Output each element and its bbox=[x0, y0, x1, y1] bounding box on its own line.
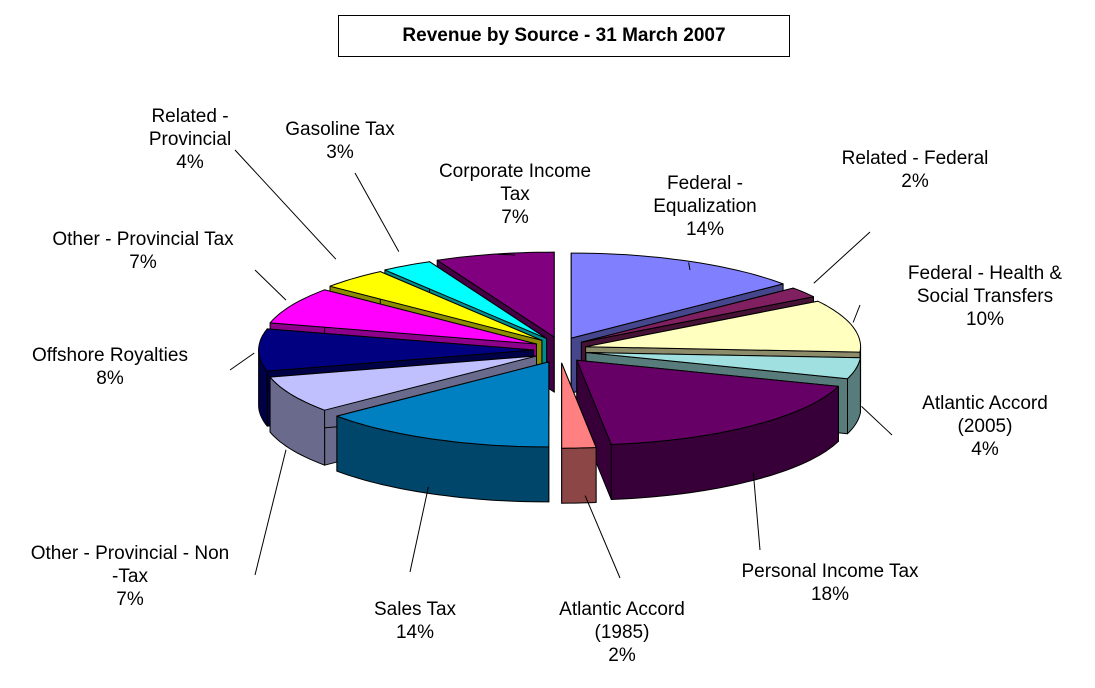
slice bbox=[576, 359, 839, 445]
slice-wall bbox=[561, 447, 597, 504]
slice-label: Atlantic Accord (1985) bbox=[559, 599, 685, 643]
value-label: 4% bbox=[176, 152, 204, 173]
slice bbox=[329, 271, 543, 341]
slice bbox=[269, 289, 537, 345]
chart-title: Revenue by Source - 31 March 2007 bbox=[338, 15, 790, 57]
slice-label: Offshore Royalties bbox=[32, 345, 188, 366]
slice-label: Federal - Equalization bbox=[653, 173, 757, 217]
slice-label: Federal - Health & Social Transfers bbox=[907, 263, 1063, 307]
slice bbox=[258, 328, 535, 372]
leader-line bbox=[584, 495, 621, 579]
value-label: 8% bbox=[96, 368, 124, 389]
slice bbox=[580, 287, 814, 343]
slice bbox=[436, 251, 555, 338]
value-label: 7% bbox=[116, 589, 144, 610]
value-label: 4% bbox=[971, 439, 999, 460]
leader-line bbox=[254, 449, 287, 576]
leader-line bbox=[688, 262, 691, 271]
slice bbox=[585, 352, 861, 380]
slice-label: Sales Tax bbox=[373, 599, 457, 620]
leader-line bbox=[409, 486, 429, 573]
leader-line bbox=[852, 304, 861, 323]
slice-label: Personal Income Tax bbox=[741, 561, 919, 582]
value-label: 18% bbox=[810, 584, 850, 605]
slice bbox=[561, 362, 597, 449]
value-label: 14% bbox=[395, 622, 435, 643]
leader-line bbox=[254, 269, 287, 301]
value-label: 10% bbox=[965, 309, 1005, 330]
leader-line bbox=[497, 253, 516, 256]
leader-line bbox=[752, 472, 761, 551]
value-label: 3% bbox=[326, 142, 354, 163]
slice-label: Other - Provincial Tax bbox=[52, 229, 234, 250]
slice-label: Corporate Income Tax bbox=[438, 161, 592, 205]
slice-label: Related - Federal bbox=[841, 148, 989, 169]
slice bbox=[269, 355, 537, 411]
slice bbox=[384, 261, 548, 340]
value-label: 2% bbox=[608, 645, 636, 666]
value-label: 7% bbox=[129, 252, 157, 273]
leader-line bbox=[234, 149, 337, 260]
leader-line bbox=[861, 406, 893, 436]
slice bbox=[585, 300, 862, 353]
slice bbox=[570, 252, 784, 339]
slice-label: Gasoline Tax bbox=[285, 119, 395, 140]
leader-line bbox=[229, 352, 255, 371]
slice-label: Atlantic Accord (2005) bbox=[922, 393, 1048, 437]
value-label: 2% bbox=[901, 171, 929, 192]
leader-line bbox=[813, 231, 871, 284]
value-label: 14% bbox=[685, 219, 725, 240]
slice-label: Other - Provincial - Non -Tax bbox=[30, 543, 230, 587]
slice-label: Related - Provincial bbox=[148, 106, 232, 150]
leader-line bbox=[354, 172, 400, 252]
value-label: 7% bbox=[501, 207, 529, 228]
slice bbox=[336, 361, 550, 448]
